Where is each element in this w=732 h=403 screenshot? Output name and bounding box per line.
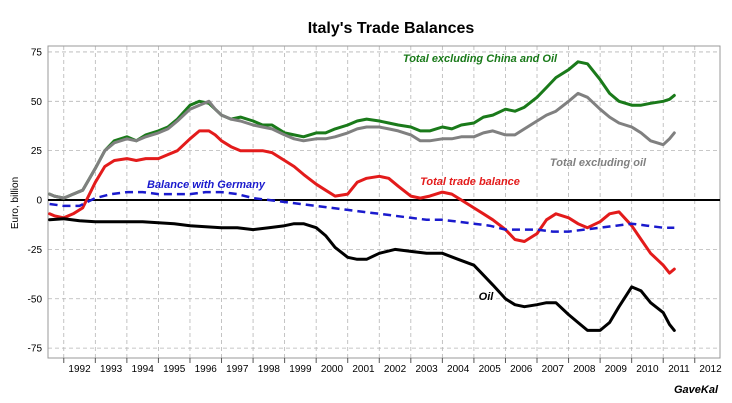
x-tick-label: 1993 [100, 364, 123, 375]
x-tick-label: 2001 [352, 364, 375, 375]
x-tick-label: 1995 [163, 364, 186, 375]
y-tick-label: -25 [28, 245, 43, 256]
x-tick-label: 1996 [195, 364, 218, 375]
x-tick-label: 2009 [605, 364, 628, 375]
series-group [48, 60, 676, 332]
grid-lines [48, 46, 720, 358]
x-tick-label: 2008 [573, 364, 596, 375]
x-tick-label: 2002 [384, 364, 407, 375]
x-tick-label: 2003 [415, 364, 438, 375]
series-annotation: Balance with Germany [147, 179, 266, 191]
x-tick-label: 2005 [479, 364, 502, 375]
series-line [48, 60, 676, 200]
x-axis-ticks: 1992 1993 1994 1995 1996 1997 1998 1999 2000 2001… [63, 358, 722, 375]
y-tick-label: 25 [31, 146, 43, 157]
x-tick-label: 1999 [289, 364, 312, 375]
series-line [48, 91, 676, 200]
x-tick-label: 1994 [132, 364, 155, 375]
x-tick-label: 1998 [258, 364, 281, 375]
x-tick-label: 1997 [226, 364, 249, 375]
series-annotation: Total excluding China and Oil [403, 53, 558, 65]
series-line [49, 190, 675, 233]
y-tick-label: 75 [31, 47, 43, 58]
series-annotation: Oil [479, 291, 495, 303]
series-annotation: Total trade balance [420, 176, 520, 188]
x-tick-label: 2010 [636, 364, 659, 375]
y-tick-label: 50 [31, 97, 43, 108]
source-label: GaveKal [674, 384, 719, 396]
x-tick-label: 2012 [699, 364, 722, 375]
x-tick-label: 2006 [510, 364, 533, 375]
series-line [48, 217, 676, 332]
y-axis-label: Euro, billion [10, 177, 21, 229]
x-tick-label: 1992 [68, 364, 91, 375]
series-annotations: Total excluding China and Oil Total exclu… [147, 53, 647, 303]
x-tick-label: 2011 [668, 364, 690, 375]
x-tick-label: 2004 [447, 364, 470, 375]
y-axis-ticks: 75 50 25 0 -25 -50 -75 [28, 47, 43, 354]
plot-area [47, 45, 721, 359]
x-tick-label: 2000 [321, 364, 344, 375]
chart-title: Italy's Trade Balances [308, 20, 475, 37]
series-annotation: Total excluding oil [550, 157, 647, 169]
series-line [48, 129, 676, 275]
y-tick-label: -75 [28, 344, 43, 355]
y-tick-label: 0 [36, 196, 42, 207]
x-tick-label: 2007 [542, 364, 565, 375]
y-tick-label: -50 [28, 294, 43, 305]
